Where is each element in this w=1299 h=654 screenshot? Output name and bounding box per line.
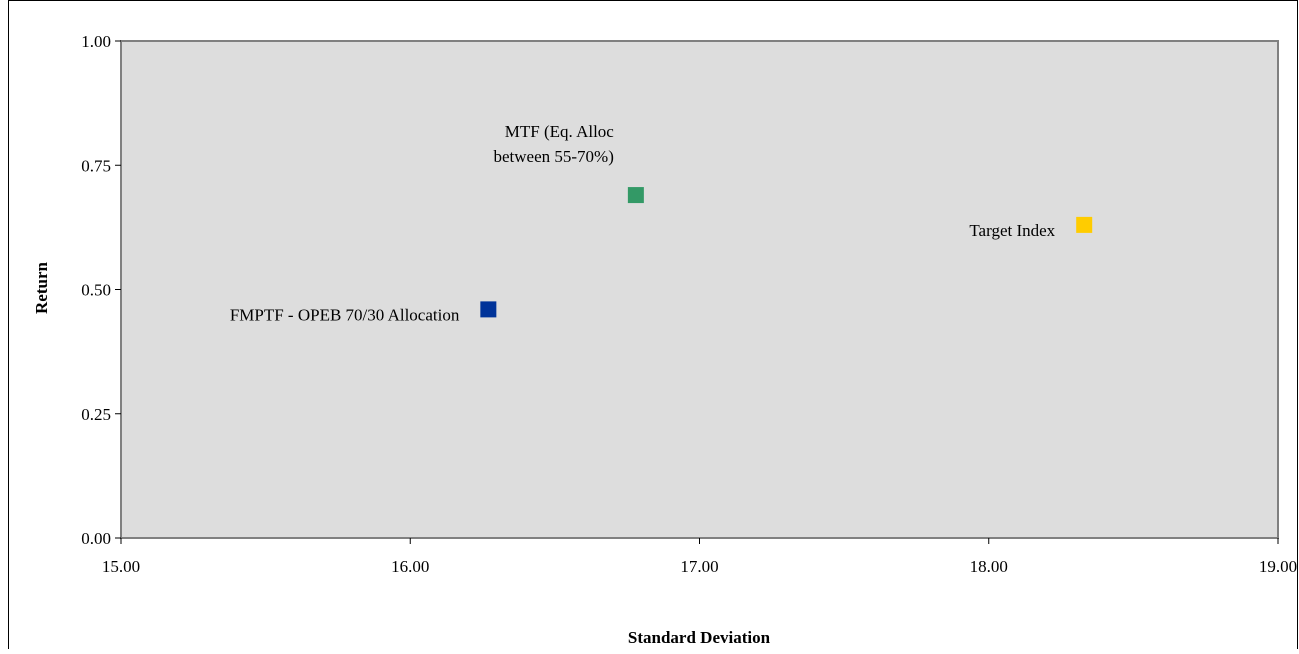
- y-tick-label: 1.00: [81, 32, 111, 51]
- data-point-marker: [480, 301, 497, 318]
- data-point-marker: [1076, 216, 1093, 233]
- y-tick-label: 0.00: [81, 529, 111, 548]
- data-point-marker: [627, 187, 644, 204]
- x-tick-label: 16.00: [391, 557, 429, 576]
- x-tick-label: 15.00: [102, 557, 140, 576]
- y-axis-title: Return: [32, 261, 51, 313]
- y-axis: 0.00 0.25 0.50 0.75 1.00: [81, 32, 121, 548]
- y-tick-label: 0.75: [81, 156, 111, 175]
- x-tick-label: 17.00: [680, 557, 718, 576]
- x-axis: 15.00 16.00 17.00 18.00 19.00: [102, 538, 1297, 576]
- x-tick-label: 18.00: [970, 557, 1008, 576]
- data-point-label: between 55-70%): [493, 147, 613, 166]
- x-axis-title: Standard Deviation: [628, 628, 771, 647]
- y-tick-label: 0.25: [81, 405, 111, 424]
- data-point-label: Target Index: [969, 221, 1055, 240]
- data-point-label: MTF (Eq. Alloc: [505, 122, 615, 141]
- x-tick-label: 19.00: [1259, 557, 1297, 576]
- y-tick-label: 0.50: [81, 281, 111, 300]
- plot-area: [120, 40, 1279, 539]
- data-point-label: FMPTF - OPEB 70/30 Allocation: [230, 305, 460, 324]
- data-points: FMPTF - OPEB 70/30 Allocation MTF (Eq. Al…: [230, 122, 1093, 324]
